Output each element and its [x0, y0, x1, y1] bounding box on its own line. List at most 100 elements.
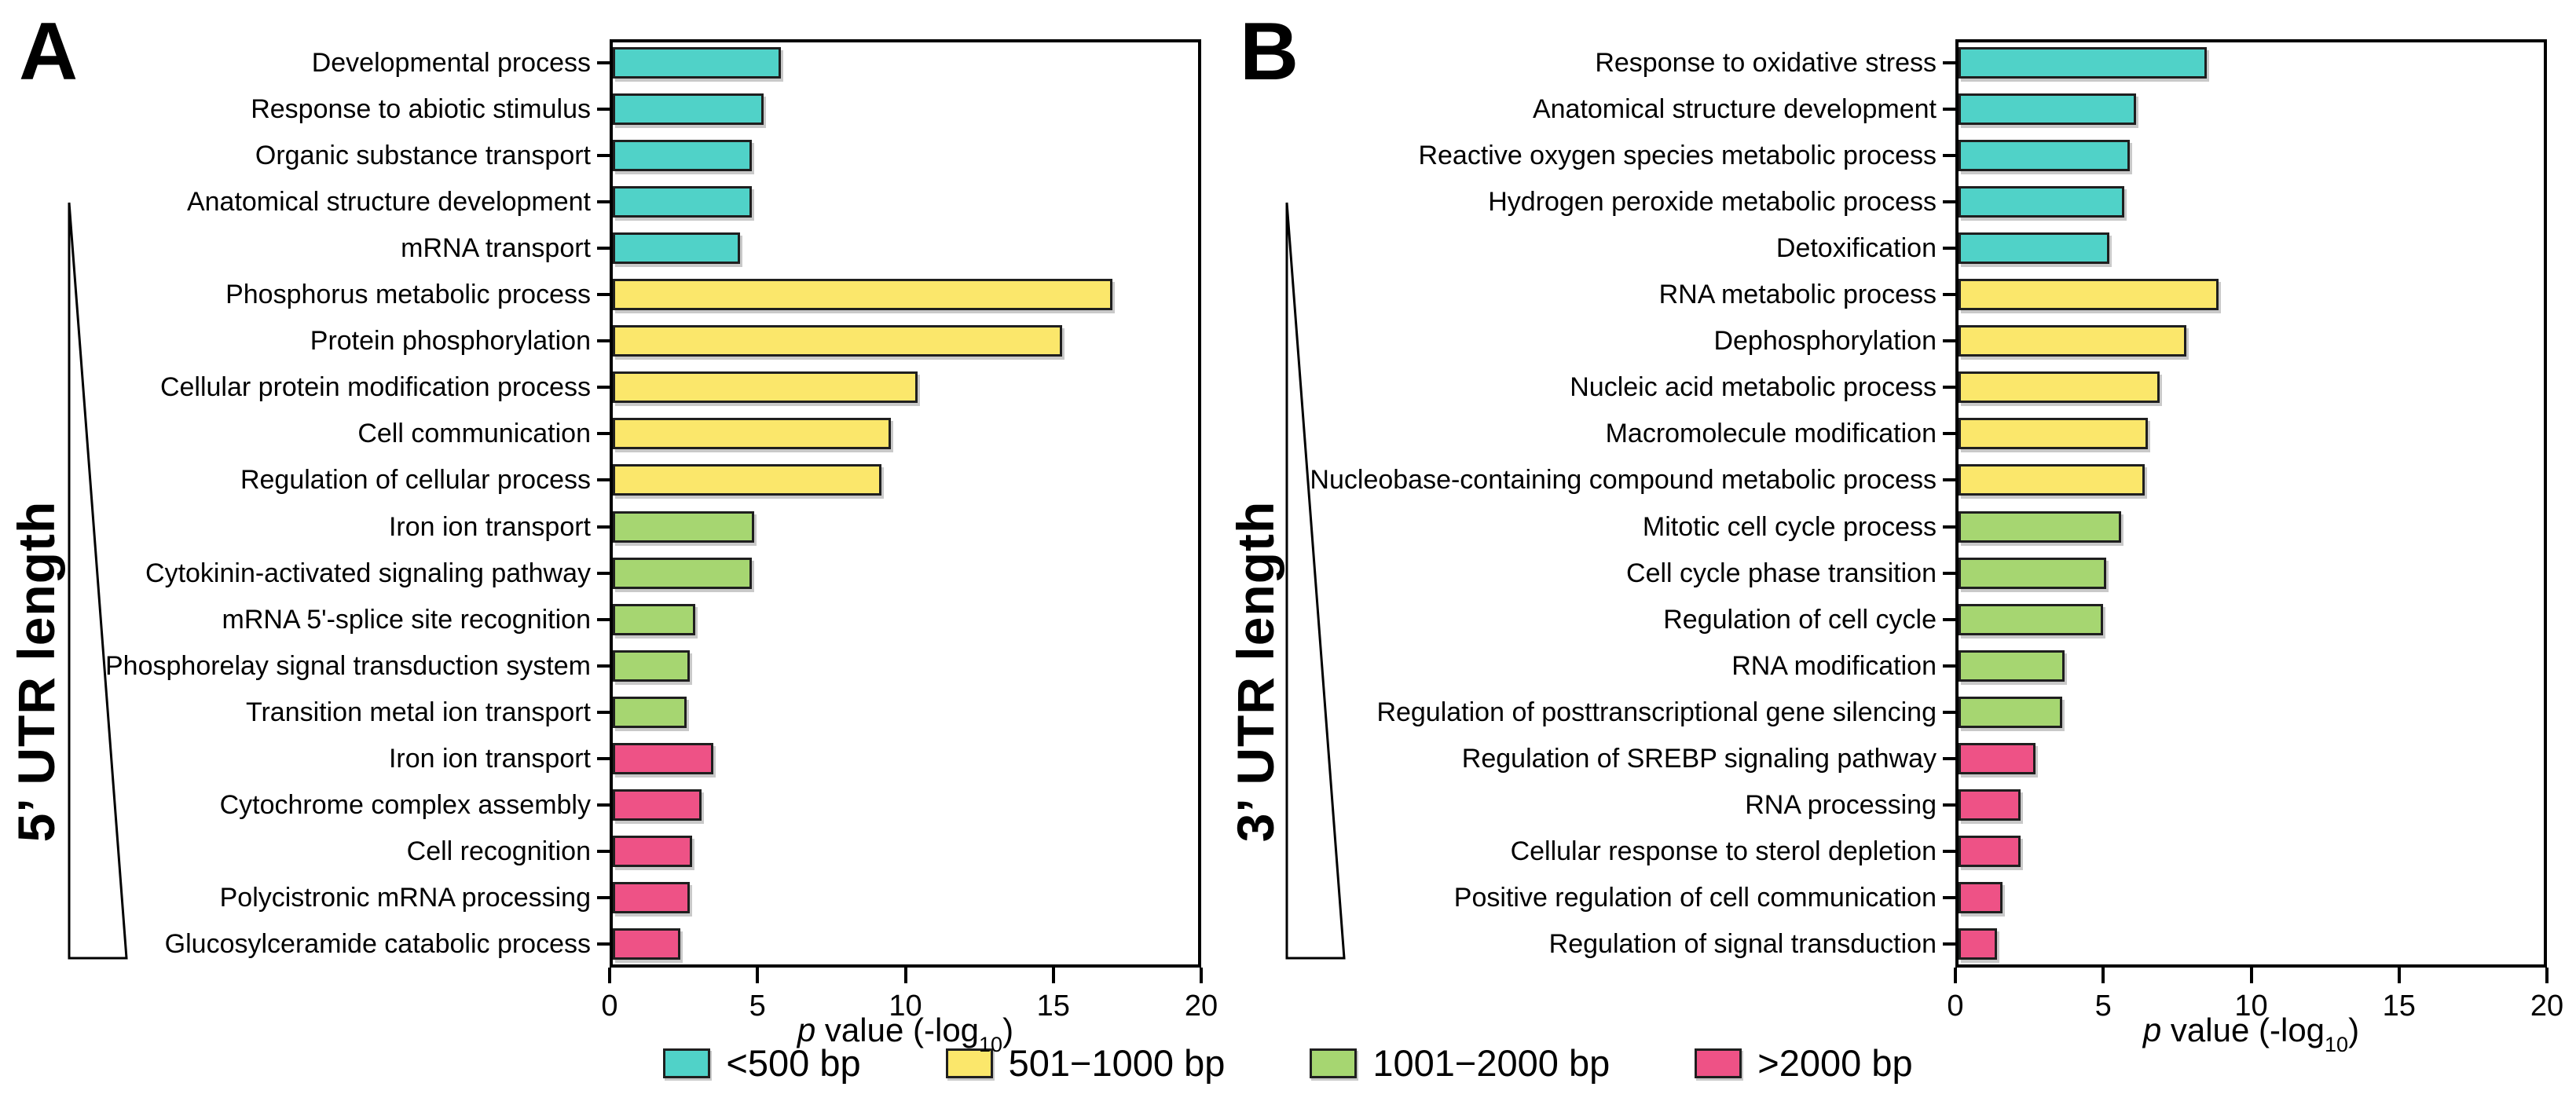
- bar: [1959, 928, 1997, 960]
- bar: [613, 46, 782, 79]
- bar: [1959, 46, 2208, 79]
- y-tick: [1943, 478, 1955, 482]
- bar: [613, 696, 687, 728]
- y-tick: [1943, 153, 1955, 157]
- category-label: Mitotic cell cycle process: [1642, 511, 1937, 542]
- x-axis-title-text: value (-log: [2161, 1012, 2325, 1048]
- category-label: mRNA transport: [401, 232, 591, 263]
- x-axis-title-p: p: [2142, 1012, 2162, 1048]
- y-tick: [1943, 386, 1955, 390]
- bar: [1959, 185, 2124, 218]
- y-tick: [597, 60, 610, 64]
- x-axis-title-close: ): [2348, 1012, 2360, 1048]
- bar: [613, 371, 918, 404]
- y-tick: [597, 803, 610, 807]
- legend-swatch: [1310, 1048, 1358, 1078]
- plot-frame: [1955, 39, 2547, 968]
- utr-length-wedge: [68, 202, 128, 960]
- bar: [1959, 882, 2003, 914]
- bar: [1959, 789, 2021, 821]
- bar: [613, 418, 891, 450]
- x-tick: [2101, 968, 2105, 983]
- y-axis-title: 5’ UTR length: [7, 500, 65, 843]
- legend-label: 501−1000 bp: [1008, 1042, 1226, 1084]
- legend-label: >2000 bp: [1757, 1042, 1913, 1084]
- x-axis-title: p value (-log10): [631, 1012, 1181, 1057]
- category-label: Cell cycle phase transition: [1626, 558, 1937, 588]
- bar: [613, 836, 693, 868]
- bar: [613, 603, 696, 635]
- category-label: Phosphorelay signal transduction system: [105, 650, 591, 681]
- category-label: Regulation of posttranscriptional gene s…: [1376, 697, 1937, 727]
- bar: [1959, 464, 2145, 496]
- legend-item: 1001−2000 bp: [1310, 1041, 1610, 1085]
- bar: [1959, 510, 2121, 543]
- plot-frame: [610, 39, 1201, 968]
- category-label: Regulation of SREBP signaling pathway: [1461, 744, 1937, 774]
- category-label: Glucosylceramide catabolic process: [164, 929, 591, 960]
- bar: [613, 510, 755, 543]
- bar: [1959, 93, 2136, 125]
- bar: [613, 464, 882, 496]
- utr-length-wedge: [1285, 202, 1346, 960]
- y-tick: [597, 153, 610, 157]
- y-tick: [597, 942, 610, 946]
- legend-label: 1001−2000 bp: [1372, 1042, 1610, 1084]
- y-tick: [597, 478, 610, 482]
- legend-swatch: [663, 1048, 711, 1078]
- category-label: Organic substance transport: [255, 140, 591, 170]
- x-tick-label: 0: [601, 990, 618, 1023]
- bar: [1959, 557, 2106, 589]
- category-label: mRNA 5'-splice site recognition: [222, 604, 591, 635]
- x-tick: [1954, 968, 1957, 983]
- category-label: RNA metabolic process: [1658, 280, 1937, 310]
- y-tick: [597, 246, 610, 250]
- bar: [613, 928, 681, 960]
- bar: [1959, 279, 2219, 311]
- x-tick-label: 15: [2382, 990, 2416, 1023]
- x-tick-label: 20: [2530, 990, 2564, 1023]
- x-tick-label: 0: [1947, 990, 1964, 1023]
- bar: [1959, 603, 2104, 635]
- legend-label: <500 bp: [726, 1042, 861, 1084]
- category-label: Iron ion transport: [388, 744, 591, 774]
- y-tick: [1943, 757, 1955, 761]
- y-tick: [1943, 571, 1955, 575]
- category-label: Dephosphorylation: [1713, 326, 1937, 357]
- y-axis-title: 3’ UTR length: [1226, 500, 1284, 843]
- x-tick-label: 15: [1036, 990, 1070, 1023]
- y-tick: [597, 199, 610, 203]
- y-tick: [1943, 246, 1955, 250]
- x-tick-label: 10: [2234, 990, 2268, 1023]
- x-tick: [2249, 968, 2253, 983]
- y-tick: [597, 525, 610, 529]
- legend-item: <500 bp: [663, 1041, 861, 1085]
- y-tick: [1943, 942, 1955, 946]
- y-tick: [597, 432, 610, 436]
- bar: [1959, 418, 2148, 450]
- category-label: Response to oxidative stress: [1595, 47, 1937, 78]
- y-tick: [597, 293, 610, 297]
- y-tick: [1943, 803, 1955, 807]
- category-label: Anatomical structure development: [186, 186, 591, 217]
- category-label: Cellular protein modification process: [159, 372, 591, 403]
- y-tick: [1943, 850, 1955, 854]
- y-tick: [597, 339, 610, 343]
- bar: [613, 557, 752, 589]
- category-label: Hydrogen peroxide metabolic process: [1488, 186, 1937, 217]
- category-label: Cellular response to sterol depletion: [1510, 836, 1937, 867]
- bar: [613, 232, 740, 264]
- category-label: Regulation of cellular process: [240, 465, 591, 496]
- y-tick: [1943, 199, 1955, 203]
- category-label: Phosphorus metabolic process: [225, 280, 591, 310]
- category-label: Regulation of cell cycle: [1663, 604, 1937, 635]
- panel-letter-a: A: [19, 6, 79, 97]
- y-tick: [1943, 339, 1955, 343]
- category-label: Nucleobase-containing compound metabolic…: [1310, 465, 1937, 496]
- category-label: Macromolecule modification: [1605, 419, 1937, 449]
- y-tick: [1943, 432, 1955, 436]
- x-axis-title-p: p: [797, 1012, 816, 1048]
- y-tick: [597, 664, 610, 668]
- bar: [613, 743, 713, 775]
- x-tick-label: 10: [889, 990, 922, 1023]
